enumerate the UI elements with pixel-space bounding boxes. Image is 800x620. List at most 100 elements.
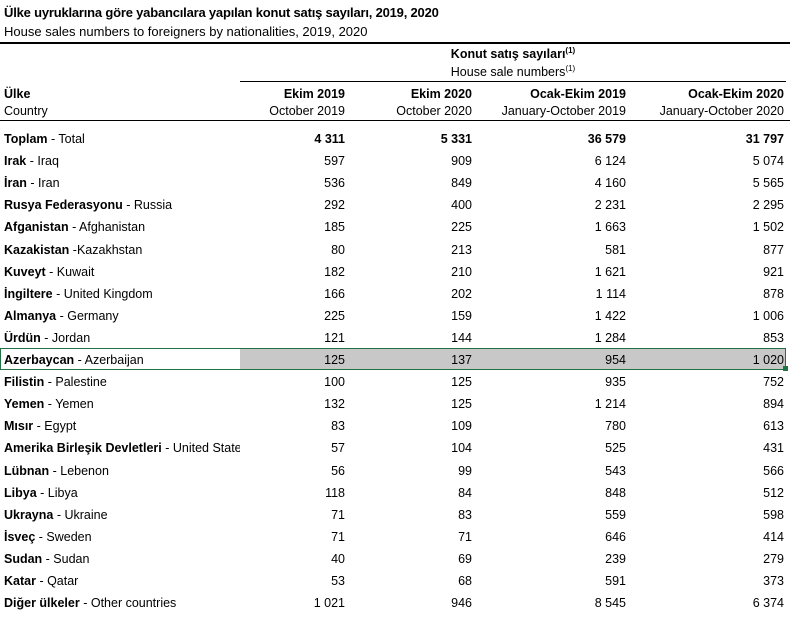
value-cell[interactable]: 566 xyxy=(763,463,784,478)
country-cell[interactable]: Mısır - Egypt xyxy=(4,419,77,434)
table-row[interactable]: Ukrayna - Ukraine 71 83 559 598 xyxy=(0,504,800,526)
table-row[interactable]: Kuveyt - Kuwait 182 210 1 621 921 xyxy=(0,261,800,283)
table-row[interactable]: Almanya - Germany 225 159 1 422 1 006 xyxy=(0,305,800,327)
value-cell[interactable]: 536 xyxy=(324,176,345,191)
table-row[interactable]: Toplam - Total 4 311 5 331 36 579 31 797 xyxy=(0,128,800,150)
table-row[interactable]: Irak - Iraq 597 909 6 124 5 074 xyxy=(0,150,800,172)
value-cell[interactable]: 292 xyxy=(324,198,345,213)
fill-handle[interactable] xyxy=(783,366,788,371)
value-cell[interactable]: 543 xyxy=(605,463,626,478)
country-cell[interactable]: Yemen - Yemen xyxy=(4,397,94,412)
country-cell[interactable]: Ukrayna - Ukraine xyxy=(4,507,108,522)
value-cell[interactable]: 1 114 xyxy=(595,286,626,301)
value-cell[interactable]: 877 xyxy=(763,242,784,257)
value-cell[interactable]: 1 214 xyxy=(594,397,626,412)
value-cell[interactable]: 1 621 xyxy=(594,264,626,279)
country-cell[interactable]: Filistin - Palestine xyxy=(4,375,107,390)
country-cell[interactable]: İngiltere - United Kingdom xyxy=(4,286,153,301)
table-row[interactable]: Rusya Federasyonu - Russia 292 400 2 231 2 2… xyxy=(0,194,800,216)
value-cell[interactable]: 5 331 xyxy=(440,132,472,146)
value-cell[interactable]: 400 xyxy=(451,198,472,213)
value-cell[interactable]: 6 124 xyxy=(594,154,626,169)
value-cell[interactable]: 6 374 xyxy=(752,596,784,611)
table-row[interactable]: Kazakistan -Kazakhstan 80 213 581 877 xyxy=(0,239,800,261)
country-cell[interactable]: Lübnan - Lebenon xyxy=(4,463,109,478)
value-cell[interactable]: 598 xyxy=(763,507,784,522)
table-row[interactable]: Yemen - Yemen 132 125 1 214 894 xyxy=(0,393,800,415)
value-cell[interactable]: 125 xyxy=(451,375,472,390)
value-cell[interactable]: 752 xyxy=(763,375,784,390)
value-cell[interactable]: 2 231 xyxy=(594,198,626,213)
country-cell[interactable]: Amerika Birleşik Devletleri - United Sta… xyxy=(4,441,240,456)
value-cell[interactable]: 71 xyxy=(331,507,345,522)
value-cell[interactable]: 431 xyxy=(763,441,784,456)
value-cell[interactable]: 878 xyxy=(763,286,784,301)
country-cell[interactable]: Sudan - Sudan xyxy=(4,551,90,566)
country-cell[interactable]: Kazakistan -Kazakhstan xyxy=(4,242,143,257)
value-cell[interactable]: 118 xyxy=(325,485,345,500)
country-cell[interactable]: Rusya Federasyonu - Russia xyxy=(4,198,173,213)
table-row[interactable]: Amerika Birleşik Devletleri - United Sta… xyxy=(0,437,800,459)
table-row[interactable]: İsveç - Sweden 71 71 646 414 xyxy=(0,526,800,548)
value-cell[interactable]: 646 xyxy=(605,529,626,544)
table-row[interactable]: Mısır - Egypt 83 109 780 613 xyxy=(0,415,800,437)
value-cell[interactable]: 182 xyxy=(324,264,345,279)
country-cell[interactable]: Toplam - Total xyxy=(4,132,85,146)
table-row[interactable]: Libya - Libya 118 84 848 512 xyxy=(0,482,800,504)
value-cell[interactable]: 71 xyxy=(458,529,472,544)
value-cell[interactable]: 559 xyxy=(605,507,626,522)
value-cell[interactable]: 909 xyxy=(451,154,472,169)
value-cell[interactable]: 279 xyxy=(763,551,784,566)
value-cell[interactable]: 954 xyxy=(605,353,626,367)
value-cell[interactable]: 849 xyxy=(451,176,472,191)
value-cell[interactable]: 100 xyxy=(324,375,345,390)
country-cell[interactable]: İran - Iran xyxy=(4,176,60,191)
table-row[interactable]: Lübnan - Lebenon 56 99 543 566 xyxy=(0,460,800,482)
value-cell[interactable]: 5 074 xyxy=(752,154,784,169)
value-cell[interactable]: 597 xyxy=(324,154,345,169)
value-cell[interactable]: 109 xyxy=(451,419,472,434)
value-cell[interactable]: 1 020 xyxy=(752,353,784,367)
value-cell[interactable]: 780 xyxy=(605,419,626,434)
value-cell[interactable]: 894 xyxy=(763,397,784,412)
country-cell[interactable]: İsveç - Sweden xyxy=(4,529,92,544)
value-cell[interactable]: 239 xyxy=(605,551,626,566)
country-cell[interactable]: Kuveyt - Kuwait xyxy=(4,264,95,279)
value-cell[interactable]: 159 xyxy=(451,308,472,323)
value-cell[interactable]: 80 xyxy=(331,242,345,257)
value-cell[interactable]: 225 xyxy=(324,308,345,323)
value-cell[interactable]: 213 xyxy=(451,242,472,257)
value-cell[interactable]: 144 xyxy=(451,330,472,345)
country-cell[interactable]: Katar - Qatar xyxy=(4,574,79,588)
value-cell[interactable]: 104 xyxy=(451,441,472,456)
value-cell[interactable]: 225 xyxy=(451,220,472,235)
value-cell[interactable]: 1 284 xyxy=(594,330,626,345)
value-cell[interactable]: 84 xyxy=(458,485,472,500)
value-cell[interactable]: 53 xyxy=(331,574,345,588)
value-cell[interactable]: 525 xyxy=(605,441,626,456)
value-cell[interactable]: 853 xyxy=(763,330,784,345)
country-cell[interactable]: Irak - Iraq xyxy=(4,154,59,169)
value-cell[interactable]: 848 xyxy=(605,485,626,500)
value-cell[interactable]: 921 xyxy=(763,264,784,279)
value-cell[interactable]: 946 xyxy=(451,596,472,611)
value-cell[interactable]: 1 422 xyxy=(594,308,626,323)
value-cell[interactable]: 1 663 xyxy=(594,220,626,235)
value-cell[interactable]: 512 xyxy=(763,485,784,500)
value-cell[interactable]: 68 xyxy=(458,574,472,588)
value-cell[interactable]: 613 xyxy=(763,419,784,434)
value-cell[interactable]: 40 xyxy=(331,551,345,566)
value-cell[interactable]: 185 xyxy=(324,220,345,235)
value-cell[interactable]: 5 565 xyxy=(752,176,784,191)
value-cell[interactable]: 132 xyxy=(324,397,345,412)
value-cell[interactable]: 591 xyxy=(605,574,626,588)
table-row[interactable]: İran - Iran 536 849 4 160 5 565 xyxy=(0,172,800,194)
table-row[interactable]: İngiltere - United Kingdom 166 202 1 114 878 xyxy=(0,283,800,305)
value-cell[interactable]: 4 160 xyxy=(594,176,626,191)
value-cell[interactable]: 8 545 xyxy=(594,596,626,611)
value-cell[interactable]: 69 xyxy=(458,551,472,566)
country-cell[interactable]: Ürdün - Jordan xyxy=(4,330,91,345)
value-cell[interactable]: 57 xyxy=(331,441,345,456)
table-row[interactable]: Katar - Qatar 53 68 591 373 xyxy=(0,570,800,592)
value-cell[interactable]: 414 xyxy=(763,529,784,544)
